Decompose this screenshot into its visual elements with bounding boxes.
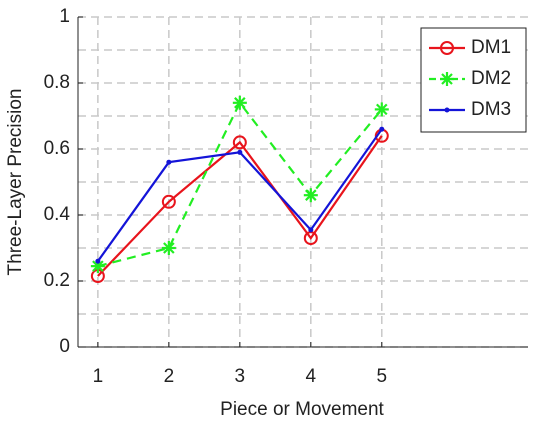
y-tick-label: 0.2 — [44, 270, 70, 291]
legend-label: DM2 — [471, 68, 511, 89]
x-tick-label: 4 — [306, 366, 317, 387]
y-tick-label: 0.4 — [44, 204, 71, 225]
y-tick-label: 1 — [59, 6, 70, 27]
marker — [440, 41, 454, 55]
y-tick-label: 0.6 — [44, 138, 70, 159]
series-line — [97, 135, 383, 277]
x-tick-label: 3 — [235, 366, 246, 387]
marker — [237, 149, 243, 155]
x-tick-label: 5 — [376, 366, 387, 387]
marker — [232, 135, 247, 150]
marker — [303, 188, 318, 203]
marker-stroke — [163, 242, 175, 254]
marker — [90, 259, 105, 274]
y-tick-label: 0.8 — [44, 72, 70, 93]
marker — [440, 72, 454, 86]
marker-stroke — [376, 103, 388, 116]
x-tick-label: 1 — [93, 366, 104, 387]
marker — [444, 107, 450, 113]
x-axis-label: Piece or Movement — [220, 399, 384, 420]
marker — [308, 227, 314, 233]
marker — [379, 126, 385, 132]
y-axis-label: Three-Layer Precision — [5, 89, 26, 276]
marker — [374, 102, 389, 117]
legend-box — [420, 27, 527, 133]
marker — [161, 194, 176, 209]
marker — [161, 241, 176, 255]
marker-stroke — [234, 97, 246, 109]
x-tick-label: 2 — [164, 366, 175, 387]
marker-stroke — [92, 260, 104, 272]
series-line — [97, 100, 383, 268]
marker-stroke — [441, 73, 453, 85]
marker — [95, 258, 101, 264]
y-tick-label: 0 — [59, 336, 70, 357]
legend-label: DM1 — [471, 37, 511, 58]
legend-label: DM3 — [471, 99, 511, 120]
marker — [166, 159, 172, 165]
legend: DM1 DM2 DM3 — [420, 27, 527, 133]
marker-stroke — [305, 189, 317, 201]
marker — [232, 95, 247, 110]
